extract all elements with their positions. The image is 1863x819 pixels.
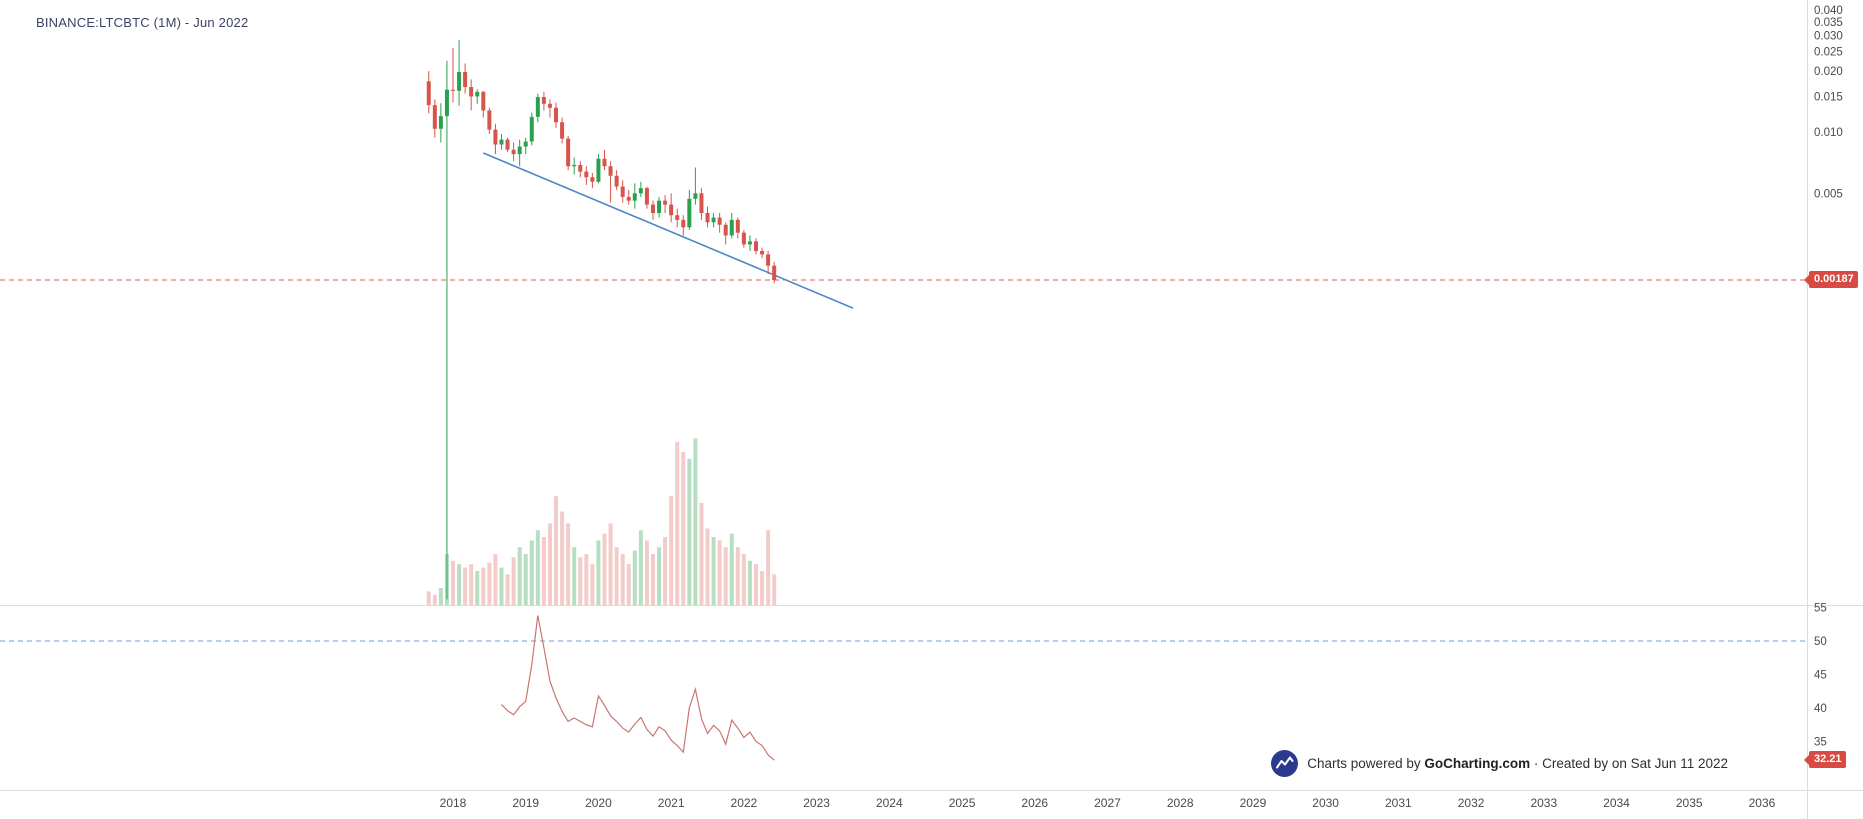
symbol-title: BINANCE:LTCBTC (1M) - Jun 2022 bbox=[36, 15, 249, 30]
created-by-text: · Created by on Sat Jun 11 2022 bbox=[1530, 756, 1728, 771]
rsi-value-badge: 32.21 bbox=[1804, 751, 1846, 769]
candlesticks bbox=[426, 39, 777, 600]
svg-text:0.025: 0.025 bbox=[1814, 46, 1843, 58]
svg-text:2027: 2027 bbox=[1094, 796, 1121, 810]
svg-text:0.005: 0.005 bbox=[1814, 188, 1843, 200]
svg-text:35: 35 bbox=[1814, 737, 1827, 749]
svg-text:2032: 2032 bbox=[1458, 796, 1485, 810]
brand-name: GoCharting.com bbox=[1424, 756, 1531, 771]
svg-text:2018: 2018 bbox=[440, 796, 467, 810]
svg-text:0.020: 0.020 bbox=[1814, 66, 1843, 78]
svg-text:2022: 2022 bbox=[731, 796, 758, 810]
svg-text:55: 55 bbox=[1814, 603, 1827, 615]
attribution-text: Charts powered by GoCharting.com · Creat… bbox=[1307, 756, 1728, 771]
svg-text:40: 40 bbox=[1814, 703, 1827, 715]
svg-text:0.015: 0.015 bbox=[1814, 91, 1843, 103]
svg-text:2024: 2024 bbox=[876, 796, 903, 810]
svg-text:2020: 2020 bbox=[585, 796, 612, 810]
svg-text:2035: 2035 bbox=[1676, 796, 1703, 810]
svg-text:0.010: 0.010 bbox=[1814, 127, 1843, 139]
price-axis-scale[interactable] bbox=[1807, 0, 1863, 790]
svg-text:2033: 2033 bbox=[1530, 796, 1557, 810]
svg-text:2028: 2028 bbox=[1167, 796, 1194, 810]
svg-text:2026: 2026 bbox=[1021, 796, 1048, 810]
attribution: Charts powered by GoCharting.com · Creat… bbox=[1271, 750, 1728, 777]
rsi-line[interactable] bbox=[501, 615, 775, 761]
svg-text:45: 45 bbox=[1814, 670, 1827, 682]
powered-by-text: Charts powered by bbox=[1307, 756, 1425, 771]
svg-text:2036: 2036 bbox=[1749, 796, 1776, 810]
svg-text:2029: 2029 bbox=[1240, 796, 1267, 810]
svg-text:0.040: 0.040 bbox=[1814, 5, 1843, 17]
svg-text:2023: 2023 bbox=[803, 796, 830, 810]
svg-text:0.030: 0.030 bbox=[1814, 30, 1843, 42]
svg-text:2021: 2021 bbox=[658, 796, 685, 810]
rsi-axis-labels: 55 50 45 40 35 bbox=[1814, 603, 1827, 749]
svg-text:2030: 2030 bbox=[1312, 796, 1339, 810]
time-axis-scale[interactable] bbox=[0, 790, 1807, 819]
trendline[interactable] bbox=[482, 152, 854, 309]
gocharting-logo-icon bbox=[1271, 750, 1299, 777]
time-axis-labels: 2018 2019 2020 2021 2022 2023 2024 2025 2026 2027… bbox=[440, 796, 1776, 810]
last-price-badge: 0.00187 bbox=[1804, 271, 1858, 289]
svg-text:2025: 2025 bbox=[949, 796, 976, 810]
svg-text:50: 50 bbox=[1814, 636, 1827, 648]
svg-text:2031: 2031 bbox=[1385, 796, 1412, 810]
svg-text:0.035: 0.035 bbox=[1814, 17, 1843, 29]
volume-bars bbox=[426, 438, 777, 605]
svg-text:2034: 2034 bbox=[1603, 796, 1630, 810]
svg-text:2019: 2019 bbox=[512, 796, 539, 810]
